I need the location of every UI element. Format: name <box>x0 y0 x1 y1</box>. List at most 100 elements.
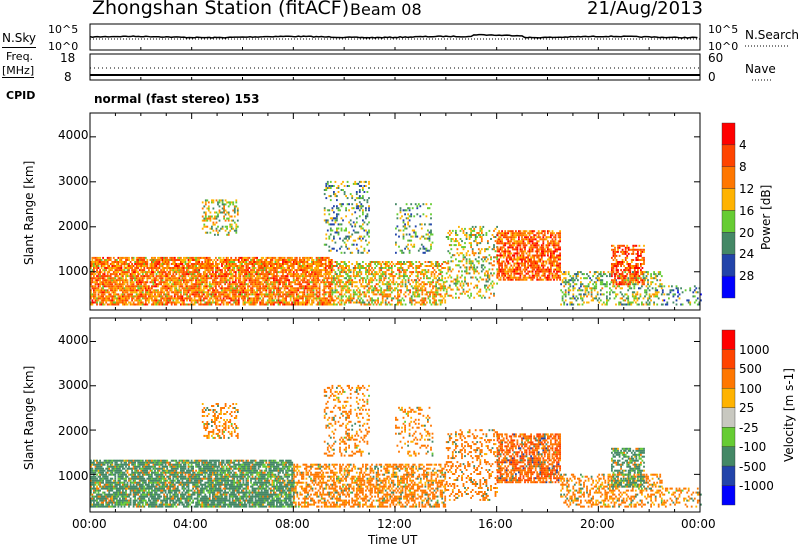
echo-cell <box>154 291 156 294</box>
echo-cell <box>161 295 164 298</box>
echo-cell <box>94 263 97 265</box>
echo-cell <box>218 205 221 208</box>
echo-cell <box>105 263 108 265</box>
echo-cell <box>253 265 255 267</box>
echo-cell <box>333 265 335 267</box>
echo-cell <box>285 275 287 278</box>
echo-cell <box>224 261 226 263</box>
echo-cell <box>348 291 350 294</box>
echo-cell <box>210 297 213 300</box>
echo-cell <box>140 283 143 286</box>
echo-cell <box>352 207 355 210</box>
echo-cell <box>257 299 260 302</box>
echo-cell <box>336 291 338 294</box>
echo-cell <box>206 219 209 222</box>
echo-cell <box>186 279 188 282</box>
echo-cell <box>259 265 262 267</box>
echo-cell <box>102 301 104 304</box>
echo-cell <box>222 299 225 302</box>
echo-cell <box>212 279 214 282</box>
echo-cell <box>268 261 271 263</box>
echo-cell <box>268 277 271 280</box>
echo-cell <box>300 287 303 290</box>
echo-cell <box>176 299 179 302</box>
echo-cell <box>398 269 401 272</box>
echo-cell <box>190 273 193 276</box>
echo-cell <box>195 295 197 298</box>
echo-cell <box>306 269 309 272</box>
echo-cell <box>348 297 350 300</box>
echo-cell <box>160 259 162 261</box>
echo-cell <box>502 278 505 281</box>
echo-cell <box>277 295 280 298</box>
echo-cell <box>337 233 340 236</box>
echo-cell <box>273 287 275 290</box>
echo-cell <box>215 221 218 224</box>
echo-cell <box>221 261 223 263</box>
echo-cell <box>170 301 173 304</box>
echo-cell <box>276 273 278 276</box>
echo-cell <box>410 261 413 263</box>
echo-cell <box>132 291 135 294</box>
echo-cell <box>271 301 274 304</box>
echo-cell <box>259 301 262 304</box>
echo-cell <box>280 265 283 267</box>
echo-cell <box>354 180 357 183</box>
echo-cell <box>244 281 246 284</box>
echo-cell <box>490 256 492 259</box>
echo-cell <box>324 291 327 294</box>
echo-cell <box>248 256 251 259</box>
echo-cell <box>186 303 188 306</box>
echo-cell <box>363 221 366 224</box>
echo-cell <box>375 293 378 296</box>
echo-cell <box>326 187 329 189</box>
echo-cell <box>311 269 313 272</box>
echo-cell <box>439 269 442 272</box>
echo-cell <box>292 263 295 265</box>
echo-cell <box>117 271 120 274</box>
echo-cell <box>183 287 185 290</box>
echo-cell <box>189 277 191 280</box>
echo-cell <box>178 273 181 276</box>
echo-cell <box>193 267 196 269</box>
echo-cell <box>288 279 290 282</box>
echo-cell <box>123 273 126 276</box>
echo-cell <box>499 256 502 259</box>
echo-cell <box>187 291 190 294</box>
echo-cell <box>329 301 332 304</box>
echo-cell <box>415 267 418 269</box>
echo-cell <box>337 269 340 272</box>
echo-cell <box>362 195 364 198</box>
echo-cell <box>206 207 209 210</box>
echo-cell <box>386 263 389 265</box>
echo-cell <box>94 299 97 302</box>
echo-cell <box>234 273 237 276</box>
echo-cell <box>233 267 236 269</box>
echo-cell <box>166 256 169 259</box>
echo-cell <box>331 299 334 302</box>
echo-cell <box>103 303 106 306</box>
echo-cell <box>334 291 337 294</box>
echo-cell <box>471 252 474 255</box>
echo-cell <box>248 299 251 302</box>
echo-cell <box>485 232 488 234</box>
echo-cell <box>224 199 227 202</box>
echo-cell <box>289 256 292 259</box>
echo-cell <box>320 281 323 284</box>
echo-cell <box>288 301 290 304</box>
echo-cell <box>438 299 440 302</box>
echo-cell <box>183 256 185 259</box>
echo-cell <box>283 271 286 274</box>
echo-cell <box>268 267 271 269</box>
echo-cell <box>468 268 471 271</box>
echo-cell <box>237 267 240 269</box>
echo-cell <box>241 265 243 267</box>
echo-cell <box>402 237 405 240</box>
echo-cell <box>414 233 417 236</box>
echo-cell <box>271 259 274 261</box>
echo-cell <box>152 265 155 267</box>
echo-cell <box>132 283 135 286</box>
echo-cell <box>193 295 196 298</box>
echo-cell <box>339 281 341 284</box>
echo-cell <box>91 295 94 298</box>
